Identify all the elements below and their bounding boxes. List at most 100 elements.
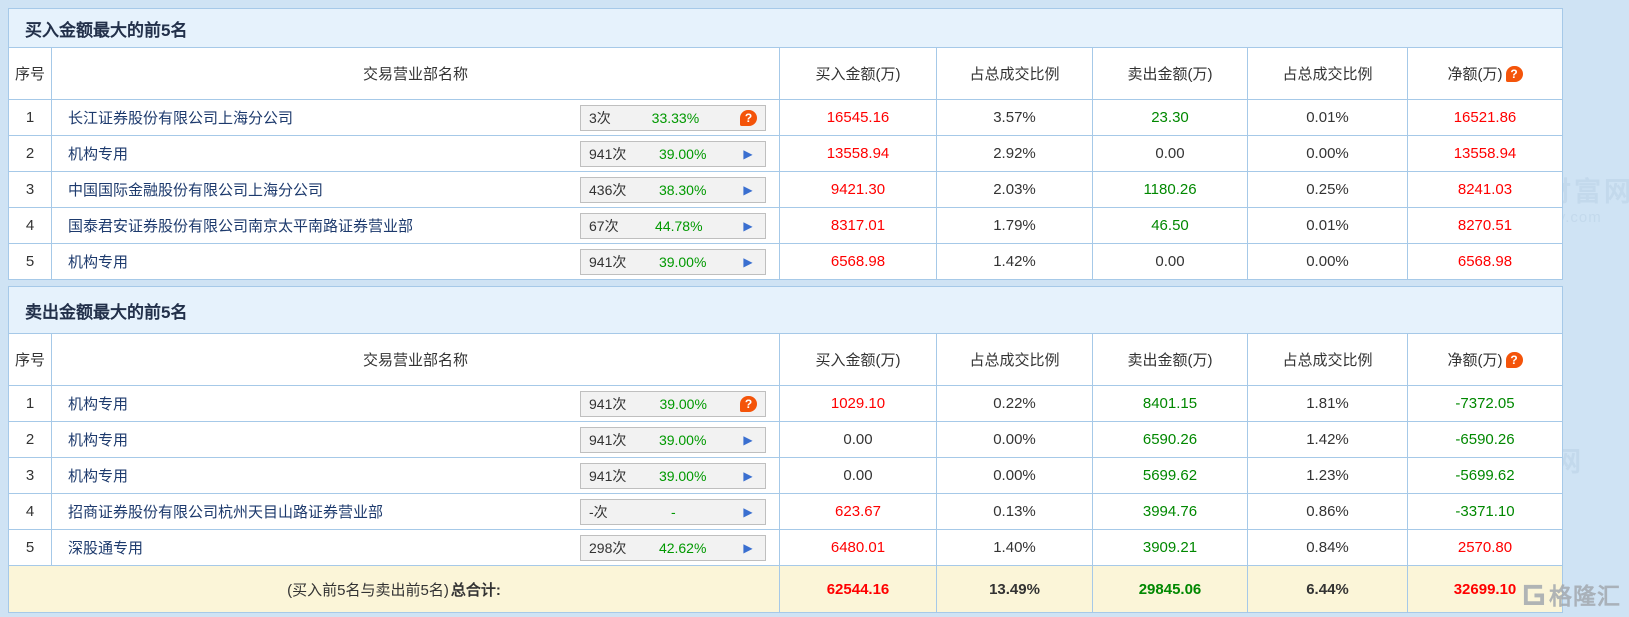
badge-percent: 44.78% (655, 217, 703, 234)
badge-percent: 39.00% (658, 145, 707, 162)
net-amount: 6568.98 (1407, 244, 1562, 279)
buy-ratio: 1.42% (936, 244, 1092, 279)
gelonghui-text: 格隆汇 (1549, 583, 1621, 609)
row-index: 2 (25, 431, 35, 448)
branch-stats-badge[interactable]: -次 - (580, 498, 766, 525)
total-sell-ratio: 6.44% (1247, 566, 1407, 612)
sell-ratio: 0.84% (1247, 530, 1407, 565)
total-buy-amount: 62544.16 (779, 566, 936, 612)
branch-link[interactable]: 机构专用 (68, 468, 129, 485)
badge-percent: 39.00% (659, 395, 707, 412)
buy-amount: 9421.30 (779, 172, 936, 207)
branch-link[interactable]: 机构专用 (68, 146, 129, 163)
branch-stats-badge[interactable]: 67次 44.78% (580, 212, 766, 239)
branch-link[interactable]: 国泰君安证券股份有限公司南京太平南路证券营业部 (68, 218, 414, 235)
total-sell-amount: 29845.06 (1092, 566, 1247, 612)
branch-stats-badge[interactable]: 298次 42.62% (580, 534, 766, 561)
badge-icon[interactable] (739, 218, 757, 234)
branch-link[interactable]: 招商证券股份有限公司杭州天目山路证券营业部 (68, 504, 384, 521)
badge-count: 941次 (589, 395, 627, 412)
table-row: 4 国泰君安证券股份有限公司南京太平南路证券营业部 67次 44.78% 831… (9, 207, 1562, 243)
grand-total-label: (买入前5名与卖出前5名) 总合计: (9, 566, 779, 612)
row-index: 3 (25, 181, 35, 198)
badge-count: 941次 (589, 467, 627, 484)
branch-stats-badge[interactable]: 941次 39.00% (580, 248, 766, 275)
net-amount: 8241.03 (1407, 172, 1562, 207)
badge-percent: 39.00% (658, 467, 707, 484)
col-header-buy-amount: 买入金额(万) (779, 48, 936, 99)
sell-ratio: 0.86% (1247, 494, 1407, 529)
branch-link[interactable]: 长江证券股份有限公司上海分公司 (68, 110, 294, 127)
branch-cell: 深股通专用 298次 42.62% (51, 530, 779, 565)
table-row: 5 机构专用 941次 39.00% 6568.98 1.42% 0.00 0.… (9, 243, 1562, 279)
sell-amount: 3994.76 (1092, 494, 1247, 529)
col-header-sell-amount: 卖出金额(万) (1092, 48, 1247, 99)
branch-link[interactable]: 机构专用 (68, 396, 129, 413)
branch-link[interactable]: 机构专用 (68, 254, 129, 271)
branch-stats-badge[interactable]: 941次 39.00% (580, 390, 766, 417)
badge-icon[interactable] (739, 146, 757, 162)
sell-ratio: 0.01% (1247, 208, 1407, 243)
branch-link[interactable]: 机构专用 (68, 432, 129, 449)
branch-stats-badge[interactable]: 436次 38.30% (580, 176, 766, 203)
sell-amount: 3909.21 (1092, 530, 1247, 565)
badge-percent: 38.30% (658, 181, 707, 198)
col-header-sell-ratio: 占总成交比例 (1247, 48, 1407, 99)
lhb-panel: 买入金额最大的前5名 序号 交易营业部名称 买入金额(万) 占总成交比例 卖出金… (8, 8, 1563, 613)
badge-count: 67次 (589, 217, 619, 234)
buy-ratio: 3.57% (936, 100, 1092, 135)
branch-cell: 招商证券股份有限公司杭州天目山路证券营业部 -次 - (51, 494, 779, 529)
buy-amount: 8317.01 (779, 208, 936, 243)
table-row: 5 深股通专用 298次 42.62% 6480.01 1.40% 3909.2… (9, 529, 1562, 565)
help-icon[interactable] (1505, 65, 1523, 82)
branch-cell: 国泰君安证券股份有限公司南京太平南路证券营业部 67次 44.78% (51, 208, 779, 243)
sell-amount: 0.00 (1092, 136, 1247, 171)
col-header-no: 序号 (14, 66, 45, 83)
col-header-no: 序号 (14, 352, 45, 369)
buy-ratio: 0.00% (936, 422, 1092, 457)
buy-amount: 16545.16 (779, 100, 936, 135)
buy-amount: 0.00 (779, 422, 936, 457)
sell-ratio: 0.00% (1247, 136, 1407, 171)
buy-ratio: 0.00% (936, 458, 1092, 493)
row-index: 1 (25, 109, 35, 126)
help-icon[interactable] (1505, 351, 1523, 368)
branch-link[interactable]: 深股通专用 (68, 540, 144, 557)
table-row: 1 长江证券股份有限公司上海分公司 3次 33.33% 16545.16 3.5… (9, 99, 1562, 135)
buy-table-header: 序号 交易营业部名称 买入金额(万) 占总成交比例 卖出金额(万) 占总成交比例… (9, 48, 1562, 99)
buy-ratio: 1.40% (936, 530, 1092, 565)
badge-icon[interactable] (739, 432, 757, 448)
badge-icon[interactable] (739, 254, 757, 270)
table-row: 3 中国国际金融股份有限公司上海分公司 436次 38.30% 9421.30 … (9, 171, 1562, 207)
net-header-label: 净额(万) (1447, 66, 1503, 83)
branch-stats-badge[interactable]: 941次 39.00% (580, 462, 766, 489)
buy-amount: 13558.94 (779, 136, 936, 171)
col-header-net-amount: 净额(万) (1407, 334, 1562, 385)
col-header-net-amount: 净额(万) (1407, 48, 1562, 99)
buy-table: 买入金额最大的前5名 序号 交易营业部名称 买入金额(万) 占总成交比例 卖出金… (8, 8, 1563, 280)
sell-ratio: 0.00% (1247, 244, 1407, 279)
sell-ratio: 1.42% (1247, 422, 1407, 457)
table-row: 4 招商证券股份有限公司杭州天目山路证券营业部 -次 - 623.67 0.13… (9, 493, 1562, 529)
badge-count: 436次 (589, 181, 627, 198)
branch-stats-badge[interactable]: 941次 39.00% (580, 140, 766, 167)
badge-icon[interactable] (739, 504, 757, 520)
branch-link[interactable]: 中国国际金融股份有限公司上海分公司 (68, 182, 324, 199)
table-row: 2 机构专用 941次 39.00% 0.00 0.00% 6590.26 1.… (9, 421, 1562, 457)
row-index: 1 (25, 395, 35, 412)
row-index: 3 (25, 467, 35, 484)
badge-icon[interactable] (739, 182, 757, 198)
sell-amount: 23.30 (1092, 100, 1247, 135)
badge-icon[interactable] (739, 468, 757, 484)
table-row: 3 机构专用 941次 39.00% 0.00 0.00% 5699.62 1.… (9, 457, 1562, 493)
col-header-sell-amount: 卖出金额(万) (1092, 334, 1247, 385)
badge-icon[interactable] (739, 540, 757, 556)
branch-stats-badge[interactable]: 941次 39.00% (580, 426, 766, 453)
branch-stats-badge[interactable]: 3次 33.33% (580, 104, 766, 131)
row-index: 4 (25, 217, 35, 234)
net-amount: -6590.26 (1407, 422, 1562, 457)
badge-icon[interactable] (740, 395, 757, 412)
badge-icon[interactable] (740, 109, 757, 126)
table-row: 2 机构专用 941次 39.00% 13558.94 2.92% 0.00 0… (9, 135, 1562, 171)
buy-amount: 0.00 (779, 458, 936, 493)
